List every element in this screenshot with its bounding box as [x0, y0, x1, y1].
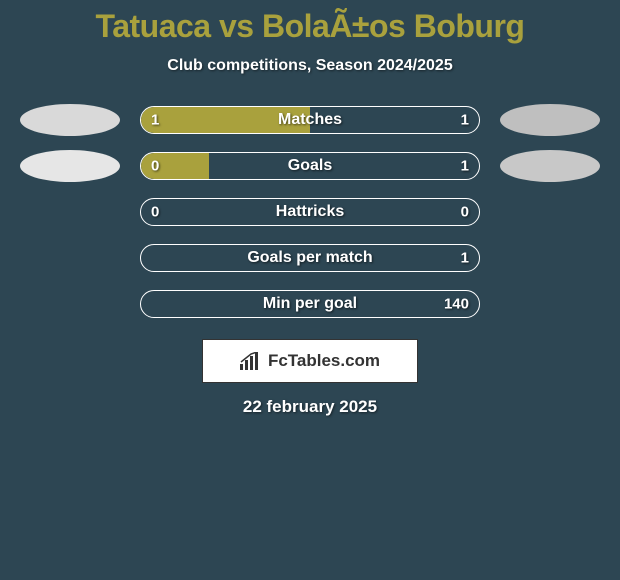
date-label: 22 february 2025	[0, 397, 620, 417]
stat-row: Hattricks 0 0	[0, 197, 620, 227]
stat-value-right: 140	[444, 296, 469, 313]
stat-label: Goals	[288, 157, 332, 175]
stat-row: Goals per match 1	[0, 243, 620, 273]
stat-value-left: 0	[151, 158, 159, 175]
stat-row: Matches 1 1	[0, 105, 620, 135]
stat-value-left: 1	[151, 112, 159, 129]
stat-label: Hattricks	[276, 203, 344, 221]
stat-label: Matches	[278, 111, 342, 129]
team-badge-left	[20, 150, 120, 182]
stat-label: Min per goal	[263, 295, 357, 313]
team-badge-right	[500, 150, 600, 182]
stat-value-right: 1	[461, 112, 469, 129]
stat-value-left: 0	[151, 204, 159, 221]
stat-bar: Matches 1 1	[140, 106, 480, 134]
subtitle: Club competitions, Season 2024/2025	[0, 57, 620, 75]
stat-value-right: 0	[461, 204, 469, 221]
stat-row: Min per goal 140	[0, 289, 620, 319]
stat-label: Goals per match	[247, 249, 372, 267]
team-badge-right	[500, 104, 600, 136]
stat-row: Goals 0 1	[0, 151, 620, 181]
stat-bar: Hattricks 0 0	[140, 198, 480, 226]
brand-box: FcTables.com	[202, 339, 418, 383]
page-title: Tatuaca vs BolaÃ±os Boburg	[0, 8, 620, 45]
stat-value-right: 1	[461, 158, 469, 175]
chart-icon	[240, 352, 262, 370]
stat-bar: Goals 0 1	[140, 152, 480, 180]
stat-bar: Goals per match 1	[140, 244, 480, 272]
stat-value-right: 1	[461, 250, 469, 267]
stats-list: Matches 1 1 Goals 0 1 Hattricks 0 0 Goals per mat…	[0, 105, 620, 319]
team-badge-left	[20, 104, 120, 136]
brand-text: FcTables.com	[268, 351, 380, 371]
stat-bar: Min per goal 140	[140, 290, 480, 318]
